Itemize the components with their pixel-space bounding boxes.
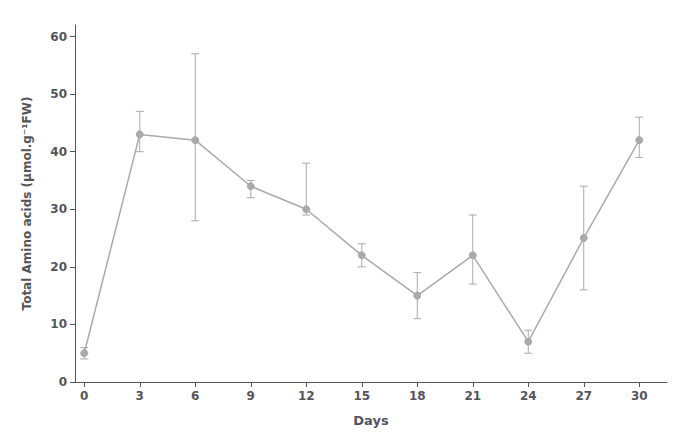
svg-text:60: 60: [50, 30, 67, 44]
svg-text:3: 3: [136, 389, 144, 403]
svg-text:6: 6: [191, 389, 199, 403]
svg-text:30: 30: [50, 202, 67, 216]
svg-text:0: 0: [80, 389, 88, 403]
svg-text:50: 50: [50, 87, 67, 101]
svg-text:20: 20: [50, 260, 67, 274]
svg-text:12: 12: [298, 389, 315, 403]
svg-text:24: 24: [520, 389, 537, 403]
svg-text:Days: Days: [353, 413, 389, 428]
svg-text:30: 30: [631, 389, 648, 403]
svg-text:10: 10: [50, 317, 67, 331]
svg-text:9: 9: [247, 389, 255, 403]
svg-text:40: 40: [50, 145, 67, 159]
svg-text:0: 0: [59, 375, 67, 389]
svg-text:27: 27: [575, 389, 592, 403]
svg-text:Total Amino acids (μmol.g⁻¹FW): Total Amino acids (μmol.g⁻¹FW): [20, 97, 34, 311]
svg-text:15: 15: [353, 389, 370, 403]
svg-text:21: 21: [464, 389, 481, 403]
svg-text:18: 18: [409, 389, 426, 403]
